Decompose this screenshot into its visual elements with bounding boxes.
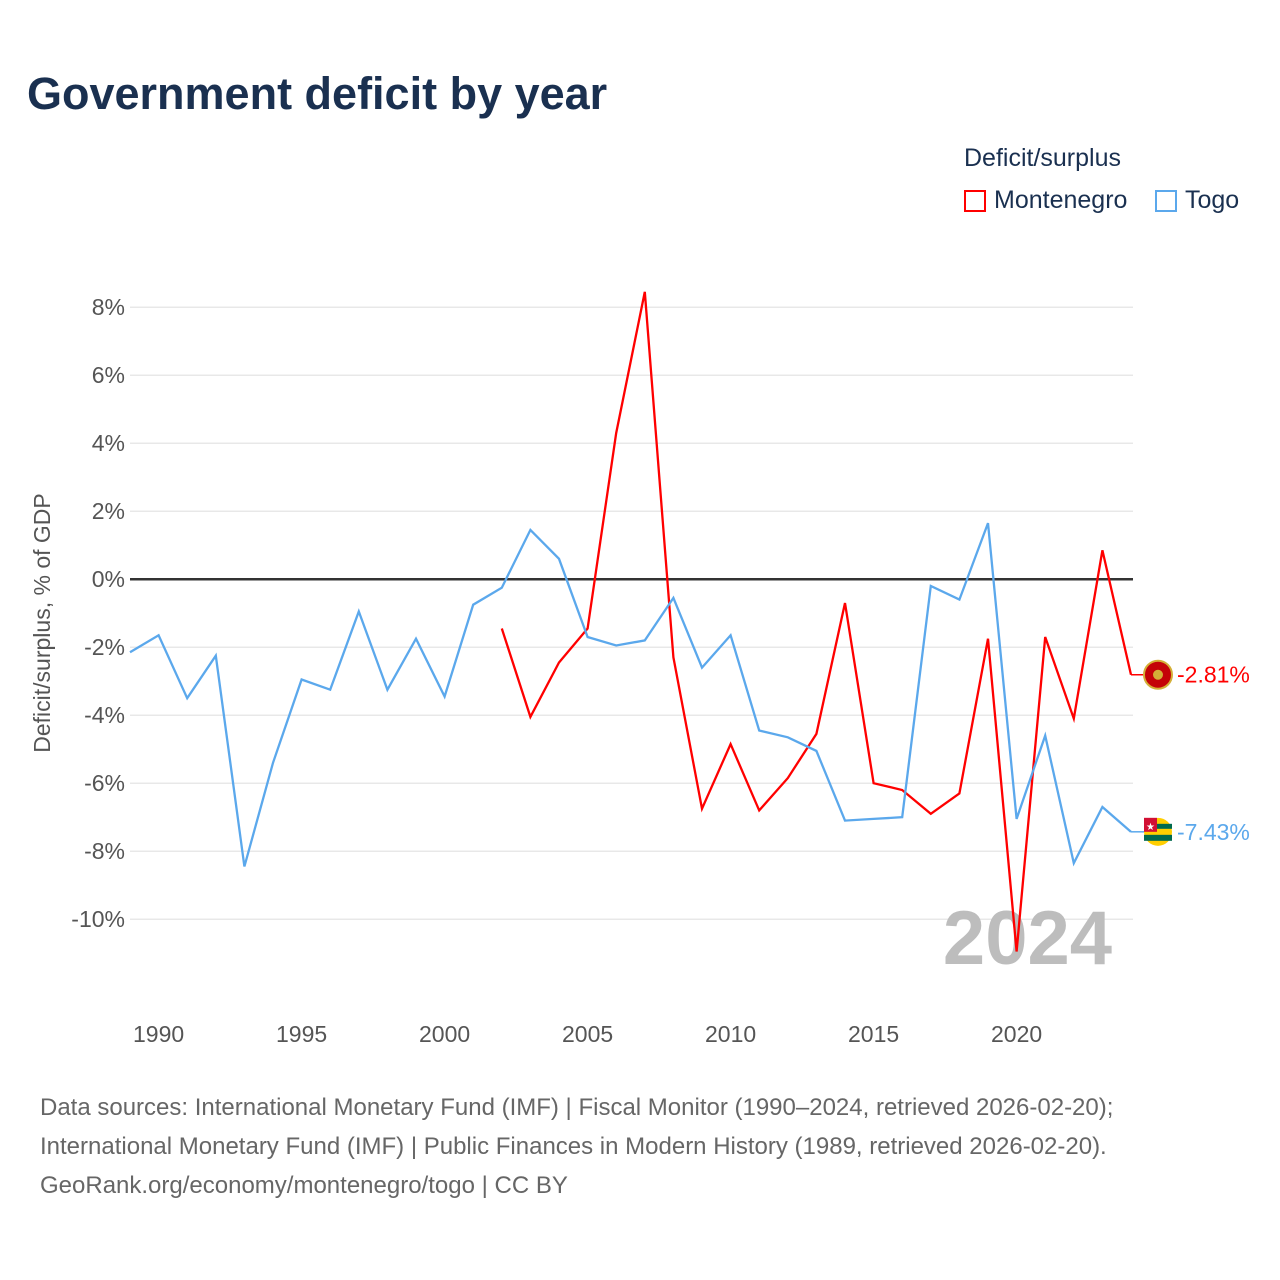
x-tick-label: 2010 (705, 1021, 756, 1047)
x-tick-label: 1990 (133, 1021, 184, 1047)
legend-title: Deficit/surplus (964, 144, 1121, 172)
x-tick-label: 2000 (419, 1021, 470, 1047)
chart-title: Government deficit by year (27, 68, 608, 119)
y-tick-label: 0% (92, 566, 125, 592)
series-line-togo (129, 522, 1132, 867)
legend-label: Montenegro (994, 186, 1128, 214)
legend-item-togo[interactable]: Togo (1155, 186, 1239, 215)
source-line: International Monetary Fund (IMF) | Publ… (40, 1133, 1107, 1160)
legend-swatch-togo (1155, 189, 1177, 212)
y-axis-label: Deficit/surplus, % of GDP (29, 493, 55, 752)
y-tick-label: -2% (84, 634, 125, 660)
flag-canton (1144, 817, 1157, 832)
x-tick-label: 1995 (276, 1021, 327, 1047)
footer: Data sources: International Monetary Fun… (40, 1088, 1113, 1205)
y-tick-label: -6% (84, 770, 125, 796)
y-tick-label: 2% (92, 498, 125, 524)
year-watermark: 2024 (943, 896, 1112, 981)
flag-stripe (1144, 834, 1172, 841)
x-tick-label: 2020 (991, 1021, 1042, 1047)
end-value-label: -7.43% (1177, 819, 1250, 845)
y-tick-label: -8% (84, 838, 125, 864)
x-tick-label: 2015 (848, 1021, 899, 1047)
legend-swatch-montenegro (964, 189, 986, 212)
y-tick-label: -4% (84, 702, 125, 728)
source-line: Data sources: International Monetary Fun… (40, 1094, 1114, 1121)
attribution-link[interactable]: GeoRank.org/economy/montenegro/togo | CC… (40, 1172, 568, 1199)
end-value-label: -2.81% (1177, 662, 1250, 688)
legend-item-montenegro[interactable]: Montenegro (964, 186, 1127, 215)
legend-label: Togo (1185, 186, 1240, 214)
x-tick-label: 2005 (562, 1021, 613, 1047)
y-tick-label: 8% (92, 294, 125, 320)
flag-stripe (1144, 823, 1172, 829)
flag-star-icon: ★ (1146, 822, 1155, 833)
flag-emblem-icon (1153, 669, 1163, 680)
y-tick-label: 6% (92, 362, 125, 388)
series-line-montenegro (500, 291, 1133, 952)
y-tick-label: -10% (71, 906, 125, 932)
y-tick-label: 4% (92, 430, 125, 456)
